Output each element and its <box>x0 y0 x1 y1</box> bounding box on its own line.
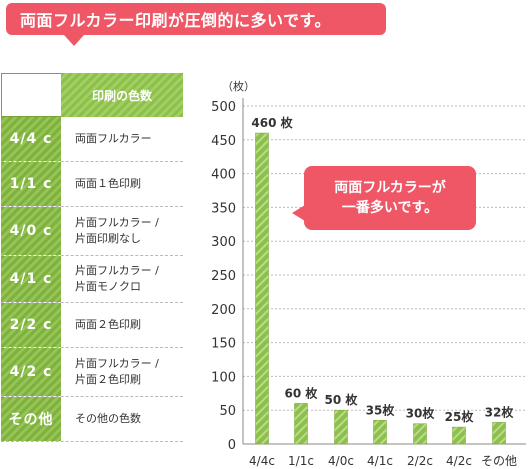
legend-header-row: 印刷の色数 <box>1 73 183 117</box>
y-tick-label: 350 <box>211 201 236 216</box>
legend-description: 片面フルカラー / 片面２色印刷 <box>75 357 159 386</box>
x-tick-label: 2/2c <box>407 454 433 468</box>
legend-rows: 4/4 c 両面フルカラー 1/1 c 両面１色印刷 4/0 c 片面フルカラー / 片面… <box>1 117 183 442</box>
legend-row: 4/4 c 両面フルカラー <box>1 117 183 162</box>
legend-description: 片面フルカラー / 片面印刷なし <box>75 216 159 245</box>
bar <box>452 426 466 445</box>
legend-description: 両面１色印刷 <box>75 177 141 190</box>
y-tick-label: 250 <box>211 269 236 284</box>
legend-table: 印刷の色数 4/4 c 両面フルカラー 1/1 c 両面１色印刷 4/0 c 片面フルカラ… <box>1 73 183 442</box>
y-tick-label: 150 <box>211 337 236 352</box>
bar <box>373 420 387 445</box>
y-tick-label: 450 <box>211 134 236 149</box>
bar <box>413 423 427 445</box>
legend-row: 4/0 c 片面フルカラー / 片面印刷なし <box>1 207 183 256</box>
legend-color-code: 1/1 c <box>1 162 61 206</box>
legend-heading: 印刷の色数 <box>61 73 183 117</box>
x-tick-label: 4/4c <box>249 454 275 468</box>
page-title-text: 両面フルカラー印刷が圧倒的に多いです。 <box>20 11 331 30</box>
x-tick-label: 4/0c <box>328 454 354 468</box>
bar <box>334 409 348 445</box>
y-tick-label: 200 <box>211 303 236 318</box>
legend-color-code: 4/1 c <box>1 256 61 302</box>
legend-description: 片面フルカラー / 片面モノクロ <box>75 264 159 293</box>
legend-row: 4/2 c 片面フルカラー / 片面２色印刷 <box>1 348 183 397</box>
bar-value-label: 460 枚 <box>251 115 293 130</box>
y-tick-label: 0 <box>228 438 236 453</box>
title-bubble-tail <box>64 35 84 46</box>
bar-value-label: 50 枚 <box>325 392 359 407</box>
callout-bubble: 両面フルカラーが 一番多いです。 <box>304 166 476 230</box>
legend-row: 1/1 c 両面１色印刷 <box>1 162 183 207</box>
legend-row: 2/2 c 両面２色印刷 <box>1 303 183 348</box>
y-tick-label: 300 <box>211 235 236 250</box>
legend-color-code: 2/2 c <box>1 303 61 347</box>
bar-value-label: 30枚 <box>406 406 436 421</box>
y-tick-label: 500 <box>211 100 236 115</box>
legend-corner-cell <box>1 73 61 117</box>
x-tick-label: 4/1c <box>367 454 393 468</box>
y-tick-label: 100 <box>211 370 236 385</box>
bar <box>255 132 269 445</box>
bar <box>294 403 308 445</box>
legend-description: その他の色数 <box>75 412 141 425</box>
bar-value-label: 35枚 <box>366 402 396 417</box>
y-axis-unit-label: （枚） <box>222 79 255 93</box>
y-tick-label: 400 <box>211 168 236 183</box>
legend-description: 両面２色印刷 <box>75 318 141 331</box>
bar <box>492 422 506 445</box>
callout-text: 両面フルカラーが 一番多いです。 <box>334 180 446 216</box>
legend-color-code: 4/0 c <box>1 207 61 255</box>
legend-row: 4/1 c 片面フルカラー / 片面モノクロ <box>1 256 183 303</box>
x-tick-label: 4/2c <box>446 454 472 468</box>
x-tick-label: その他 <box>481 454 517 468</box>
bar-value-label: 25枚 <box>445 409 475 424</box>
legend-row: その他 その他の色数 <box>1 397 183 442</box>
page-title: 両面フルカラー印刷が圧倒的に多いです。 <box>6 3 386 35</box>
bar-value-label: 60 枚 <box>285 385 319 400</box>
legend-color-code: その他 <box>1 397 61 441</box>
bar-value-label: 32枚 <box>485 404 515 419</box>
legend-color-code: 4/2 c <box>1 348 61 396</box>
x-tick-label: 1/1c <box>288 454 314 468</box>
y-tick-label: 50 <box>219 404 236 419</box>
callout-tail <box>292 205 305 221</box>
legend-color-code: 4/4 c <box>1 117 61 161</box>
legend-description: 両面フルカラー <box>75 132 152 145</box>
